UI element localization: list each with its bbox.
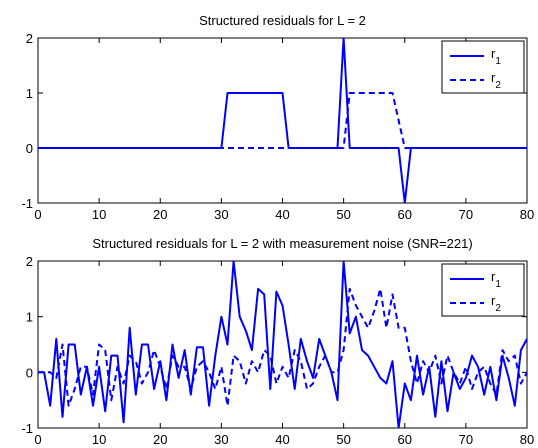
y-tick-label: 1: [26, 86, 33, 101]
x-tick-label: 10: [92, 207, 106, 222]
legend-label-subscript: 2: [495, 80, 501, 91]
series-line-r1: [38, 38, 527, 203]
legend-label: r1: [491, 46, 501, 67]
y-tick-label: 0: [26, 141, 33, 156]
y-tick-label: 2: [26, 254, 33, 269]
x-tick-label: 50: [336, 432, 350, 447]
chart-panel-1: Structured residuals for L = 20 10 20 30 40 5…: [21, 13, 534, 222]
legend-label: r2: [491, 293, 501, 314]
x-tick-label: 70: [459, 207, 473, 222]
chart-panel-2: Structured residuals for L = 2 with meas…: [21, 236, 534, 447]
x-tick-label: 60: [398, 207, 412, 222]
x-tick-label: 70: [459, 432, 473, 447]
legend-box: [441, 40, 525, 94]
x-tick-label: 20: [153, 432, 167, 447]
chart-title: Structured residuals for L = 2 with meas…: [92, 236, 472, 251]
y-tick-label: 2: [26, 31, 33, 46]
x-tick-label: 80: [520, 432, 534, 447]
y-tick-label: 1: [26, 310, 33, 325]
legend-label-base: r: [491, 269, 496, 284]
x-tick-label: 40: [275, 432, 289, 447]
x-tick-label: 20: [153, 207, 167, 222]
legend-label-subscript: 2: [495, 303, 501, 314]
x-tick-label: 80: [520, 207, 534, 222]
y-tick-label: -1: [21, 421, 33, 436]
x-tick-label: 60: [398, 432, 412, 447]
chart-title: Structured residuals for L = 2: [199, 13, 366, 28]
legend-label-subscript: 1: [495, 56, 501, 67]
legend-label-base: r: [491, 293, 496, 308]
legend-label: r2: [491, 70, 501, 91]
x-tick-label: 50: [336, 207, 350, 222]
series-line-r2: [38, 287, 527, 407]
series-line-r2: [38, 92, 527, 149]
legend-label-base: r: [491, 70, 496, 85]
y-tick-label: 0: [26, 365, 33, 380]
legend-label-subscript: 1: [495, 279, 501, 290]
series-line-r1: [38, 261, 527, 428]
legend-label: r1: [491, 269, 501, 290]
x-tick-label: 0: [34, 207, 41, 222]
x-tick-label: 30: [214, 432, 228, 447]
y-tick-label: -1: [21, 196, 33, 211]
legend-label-base: r: [491, 46, 496, 61]
x-tick-label: 30: [214, 207, 228, 222]
legend-box: [441, 263, 525, 317]
x-tick-label: 40: [275, 207, 289, 222]
x-tick-label: 10: [92, 432, 106, 447]
x-tick-label: 0: [34, 432, 41, 447]
